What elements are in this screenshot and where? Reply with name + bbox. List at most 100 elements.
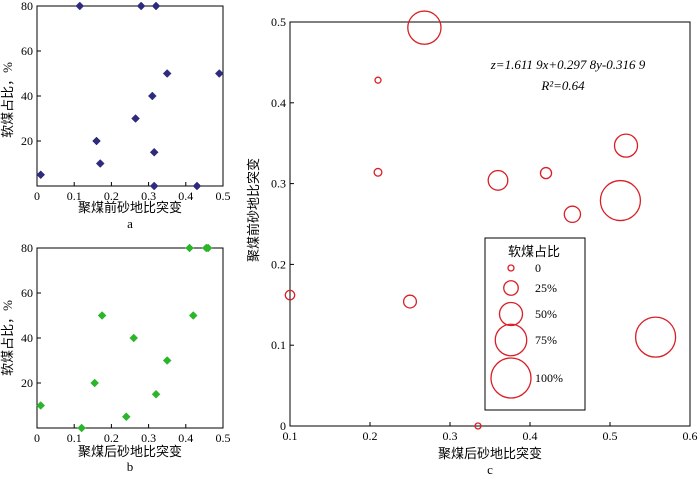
a-x-tick-label: 0.4: [178, 189, 193, 203]
b-data-point: [162, 356, 172, 365]
legend-entry-label: 0: [535, 261, 541, 275]
c-y-tick-label: 0.4: [271, 96, 286, 110]
a-data-point: [192, 181, 202, 191]
c-y-tick-label: 0.1: [271, 338, 286, 352]
legend-entry-label: 75%: [535, 333, 557, 347]
panel-b-scatter-chart: 0 0.1 0.2 0.3 0.4 0.5 20 40 60 80 聚煤后砂地比突变 软煤占比，%…: [0, 241, 231, 474]
a-x-tick-label: 0.3: [141, 189, 156, 203]
panel-b-y-axis-label: 软煤占比，%: [0, 300, 15, 376]
b-data-point: [203, 243, 213, 253]
c-bubble: [407, 10, 442, 45]
panel-a-y-axis-label: 软煤占比，%: [0, 62, 15, 138]
a-x-tick-label: 0.5: [216, 189, 231, 203]
panel-a-label: a: [127, 216, 133, 231]
c-y-tick-label: 0.2: [271, 257, 286, 271]
c-bubble: [402, 294, 418, 309]
legend-bubble: [498, 301, 524, 327]
regression-equation: z=1.611 9x+0.297 8y-0.316 9: [490, 57, 646, 72]
legend-bubble: [503, 280, 519, 296]
a-x-tick-label: 0.1: [67, 189, 82, 203]
panel-c-bubbles: [284, 10, 677, 430]
a-y-tick-label: 60: [21, 44, 33, 58]
b-x-tick-label: 0.1: [67, 431, 82, 445]
legend-frame: [484, 237, 586, 411]
legend-title: 软煤占比: [508, 244, 560, 259]
panel-c-x-axis-label: 聚煤后砂地比突变: [438, 446, 542, 461]
a-data-point: [149, 147, 159, 157]
panel-a-ticks: 0 0.1 0.2 0.3 0.4 0.5 20 40 60 80: [21, 0, 231, 203]
c-y-tick-label: 0.3: [271, 177, 286, 191]
c-bubble: [284, 289, 296, 301]
b-data-point: [151, 389, 161, 399]
panel-c-ticks: 0.1 0.2 0.3 0.4 0.5 0.600.10.20.30.40.5: [271, 15, 698, 443]
a-data-point: [149, 181, 159, 191]
a-data-point: [136, 1, 146, 11]
c-bubble: [634, 316, 677, 358]
b-data-point: [188, 311, 198, 320]
a-y-tick-label: 80: [21, 0, 33, 13]
a-data-point: [131, 114, 140, 123]
a-data-point: [151, 1, 161, 11]
b-x-tick-label: 0.5: [216, 431, 231, 445]
panel-c-bubble-chart: 0.1 0.2 0.3 0.4 0.5 0.600.10.20.30.40.5 z=1.6…: [246, 10, 698, 477]
legend-bubble: [507, 264, 515, 272]
a-data-point: [75, 1, 85, 11]
c-y-tick-label: 0.5: [271, 15, 286, 29]
c-x-tick-label: 0.3: [443, 429, 458, 443]
panel-c-y-axis-label: 聚煤前砂地比突变: [246, 158, 261, 262]
panel-a-x-axis-label: 聚煤前砂地比突变: [78, 200, 182, 215]
legend-entry-label: 100%: [535, 371, 563, 385]
c-x-tick-label: 0.1: [283, 429, 298, 443]
b-x-tick-label: 0.2: [104, 431, 119, 445]
legend-entry-label: 50%: [535, 307, 557, 321]
c-x-tick-label: 0.2: [363, 429, 378, 443]
c-bubble: [474, 422, 482, 430]
panel-c-plot-frame: [289, 21, 691, 427]
b-y-tick-label: 60: [21, 286, 33, 300]
legend-entries: 0 25% 50% 75% 100%: [490, 261, 563, 399]
c-x-tick-label: 0.4: [523, 429, 538, 443]
c-x-tick-label: 0.5: [603, 429, 618, 443]
a-data-point: [162, 69, 172, 78]
panel-a-scatter-chart: 0 0.1 0.2 0.3 0.4 0.5 20 40 60 80 聚煤前砂地比突变 软煤占比，%…: [0, 0, 231, 231]
panel-b-label: b: [127, 459, 134, 474]
c-bubble: [539, 166, 553, 180]
b-data-point: [185, 243, 194, 253]
legend-entry-label: 25%: [535, 281, 557, 295]
c-x-tick-label: 0.6: [683, 429, 698, 443]
r-squared-label: R²=0.64: [540, 78, 585, 93]
b-data-point: [129, 333, 139, 343]
b-data-point: [36, 401, 46, 410]
panel-b-points: [36, 243, 213, 433]
panel-a-points: [36, 1, 224, 191]
b-x-tick-label: 0: [34, 431, 40, 445]
a-data-point: [214, 69, 224, 78]
panel-b-x-axis-label: 聚煤后砂地比突变: [78, 444, 182, 459]
a-data-point: [147, 91, 157, 101]
b-y-tick-label: 20: [21, 376, 33, 390]
c-bubble: [487, 169, 509, 191]
a-y-tick-label: 40: [21, 89, 33, 103]
panel-b-ticks: 0 0.1 0.2 0.3 0.4 0.5 20 40 60 80: [21, 241, 231, 445]
a-x-tick-label: 0.2: [104, 189, 119, 203]
b-x-tick-label: 0.4: [178, 431, 193, 445]
b-y-tick-label: 40: [21, 331, 33, 345]
panel-c-label: c: [487, 462, 493, 477]
c-bubble: [373, 167, 383, 177]
a-data-point: [95, 159, 105, 168]
c-bubble: [374, 76, 382, 84]
c-y-tick-label: 0: [280, 419, 286, 433]
b-x-tick-label: 0.3: [141, 431, 156, 445]
a-y-tick-label: 20: [21, 134, 33, 148]
b-data-point: [77, 423, 86, 433]
legend-bubble: [494, 323, 528, 357]
c-bubble: [613, 133, 639, 158]
panel-a-plot-frame: [36, 5, 224, 187]
a-data-point: [92, 136, 101, 146]
a-data-point: [36, 170, 46, 180]
b-data-point: [97, 311, 107, 320]
legend-bubble: [490, 357, 532, 399]
a-x-tick-label: 0: [34, 189, 40, 203]
b-data-point: [90, 378, 100, 388]
